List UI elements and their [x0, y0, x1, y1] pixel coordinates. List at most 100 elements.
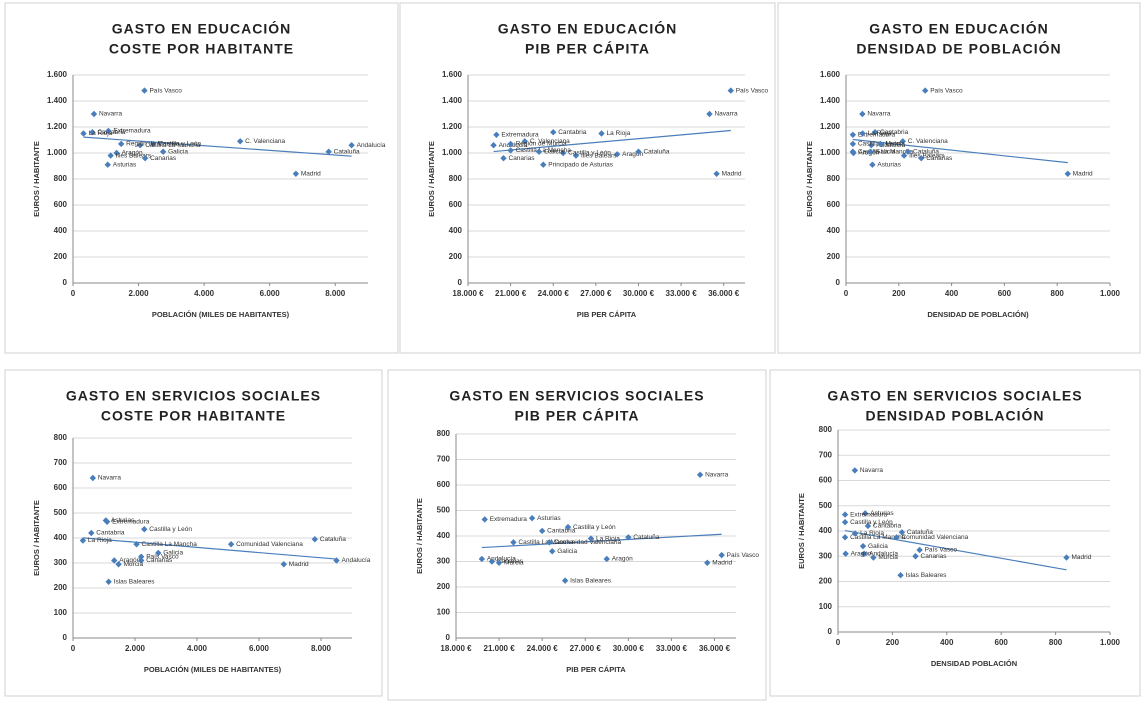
y-tick-label: 600 — [827, 200, 841, 209]
x-tick-label: 400 — [945, 289, 959, 298]
y-tick-label: 400 — [54, 226, 68, 235]
point — [138, 553, 145, 560]
y-tick-label: 800 — [437, 429, 451, 438]
x-tick-label: 4.000 — [194, 289, 215, 298]
y-tick-label: 1.000 — [820, 148, 841, 157]
point — [141, 87, 148, 94]
x-tick-label: 1.000 — [1100, 289, 1121, 298]
x-axis-label: PIB PER CÁPITA — [566, 665, 626, 674]
point-label: Murcia — [124, 561, 144, 568]
point — [490, 142, 497, 149]
chart-title: GASTO EN EDUCACIÓN — [112, 20, 292, 37]
point-label: Illes Balears — [581, 152, 617, 159]
point-label: Cataluña — [633, 534, 659, 541]
x-tick-label: 0 — [71, 289, 76, 298]
x-tick-label: 2.000 — [125, 644, 146, 653]
point-label: Andalucía — [876, 142, 905, 149]
point — [280, 561, 287, 568]
point — [549, 548, 556, 555]
point-label: La Rioja — [607, 130, 631, 137]
point — [493, 131, 500, 138]
y-tick-label: 500 — [54, 508, 68, 517]
point — [603, 555, 610, 563]
x-tick-label: 18.000 € — [440, 644, 472, 653]
panel — [4, 369, 383, 697]
chart-title: GASTO EN SERVICIOS SOCIALES — [449, 388, 704, 404]
point — [478, 555, 486, 563]
point-label: C. Valenciana — [908, 138, 948, 145]
x-axis-label: DENSIDAD DE POBLACIÓN) — [927, 310, 1029, 319]
point-label: Madrid — [289, 561, 309, 568]
y-tick-label: 1.400 — [442, 96, 463, 105]
point-label: Extremadura — [112, 518, 150, 525]
y-tick-label: 0 — [458, 278, 463, 287]
point-label: Extremadura — [501, 132, 539, 139]
y-tick-label: 400 — [827, 226, 841, 235]
y-tick-label: 600 — [449, 200, 463, 209]
point-label: Madrid — [712, 559, 732, 566]
y-tick-label: 800 — [54, 174, 68, 183]
point — [916, 546, 923, 554]
point — [841, 534, 849, 541]
y-axis-label: EUROS / HABITANTE — [32, 141, 41, 217]
point-label: Madrid — [301, 171, 321, 178]
y-tick-label: 600 — [819, 476, 833, 485]
point — [598, 130, 605, 137]
panel — [769, 369, 1141, 697]
x-tick-label: 8.000 — [311, 644, 332, 653]
point-label: Andalucía — [357, 142, 386, 149]
trendline — [844, 529, 1067, 571]
point-label: Cataluña — [643, 148, 669, 155]
point-label: Illes Balears — [116, 152, 152, 159]
y-tick-label: 1.200 — [47, 122, 68, 131]
y-tick-label: 600 — [437, 480, 451, 489]
x-tick-label: 27.000 € — [570, 644, 602, 653]
point — [348, 142, 355, 149]
point — [89, 474, 97, 482]
x-tick-label: 0 — [836, 638, 841, 647]
x-tick-label: 24.000 € — [538, 289, 570, 298]
y-tick-label: 800 — [54, 433, 68, 442]
point-label: Comunidad Valenciana — [236, 541, 303, 548]
point-label: Galicia — [163, 550, 183, 557]
point-label: Castilla La Mancha — [142, 541, 198, 548]
point — [877, 140, 884, 148]
point-label: Navarra — [98, 475, 122, 482]
point-label: Asturias — [870, 510, 894, 517]
point-label: Cantabria — [96, 530, 125, 537]
point — [528, 514, 536, 522]
point — [869, 161, 876, 168]
point-label: La Rioja — [868, 130, 892, 137]
point-label: Castilla y León — [158, 141, 201, 148]
point-label: Cantabria — [880, 129, 909, 136]
point — [559, 149, 567, 157]
point — [860, 550, 868, 557]
point-label: Islas Baleares — [570, 577, 612, 584]
point-label: Región de Murcia — [126, 141, 177, 148]
point — [613, 151, 621, 158]
point-label: Islas Baleares — [114, 578, 156, 585]
point — [495, 559, 503, 566]
point-label: Galicia — [557, 548, 577, 555]
y-tick-label: 300 — [54, 558, 68, 567]
point — [107, 152, 114, 159]
trendline — [82, 537, 337, 560]
x-axis-label: POBLACIÓN (MILES DE HABITANTES) — [144, 665, 282, 674]
point-label: Canarias — [146, 557, 173, 564]
point — [117, 140, 125, 148]
point-label: Canarias — [926, 155, 953, 162]
point-label: Andalucía — [342, 557, 371, 564]
point-label: Castilla y León — [573, 524, 616, 531]
point — [79, 537, 87, 544]
x-tick-label: 30.000 € — [623, 289, 655, 298]
point-label: Castilla y León — [149, 526, 192, 533]
point-label: Andalucía — [869, 550, 898, 557]
point — [572, 152, 580, 159]
x-tick-label: 200 — [886, 638, 900, 647]
point — [867, 148, 874, 155]
point-label: Cantabria — [547, 528, 576, 535]
y-tick-label: 700 — [437, 455, 451, 464]
x-axis-label: DENSIDAD POBLACIÓN — [931, 659, 1017, 668]
x-tick-label: 800 — [1049, 638, 1063, 647]
point-label: Extremadura — [850, 511, 888, 518]
